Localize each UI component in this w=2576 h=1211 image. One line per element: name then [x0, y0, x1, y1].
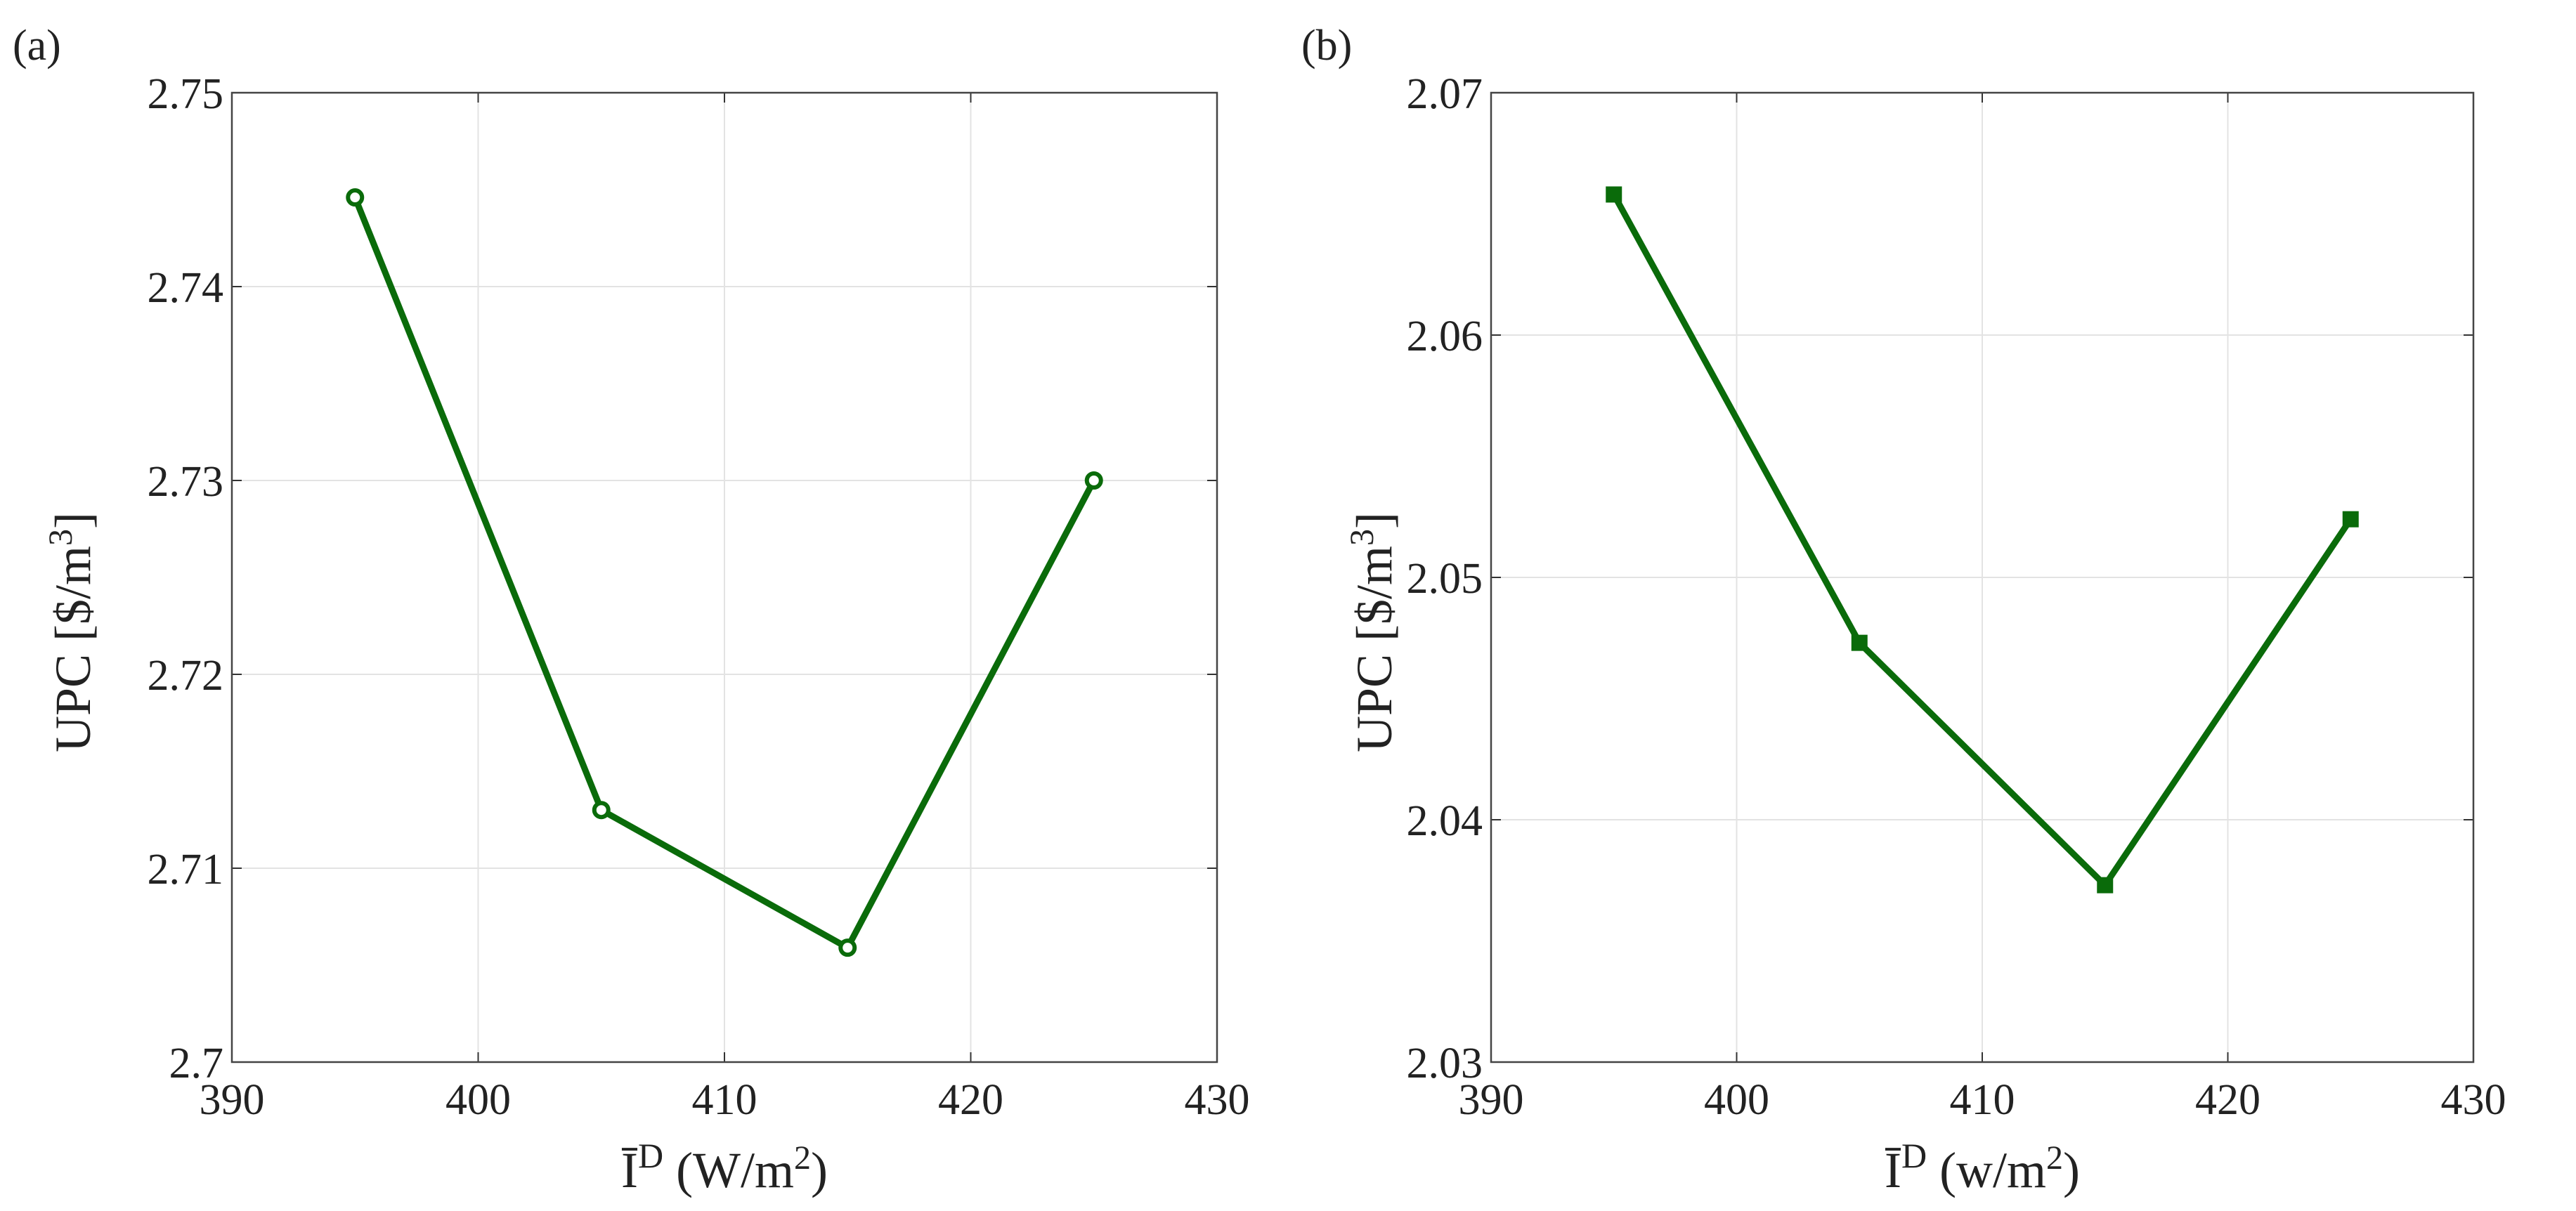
chart-panel-a: 390 400 410 420 430 2.7 2.71 2.72 2.73 2.74 2.75 (a… — [13, 22, 1250, 1198]
x-axis-label-sup: D — [638, 1136, 663, 1175]
x-axis-label-unit-sup: 2 — [794, 1139, 811, 1177]
x-tick-label: 400 — [1704, 1076, 1769, 1124]
x-axis-label-symbol: Ī — [621, 1142, 638, 1198]
axes-box — [230, 91, 1218, 1063]
y-axis-label-text: UPC [$/m — [45, 546, 101, 752]
axes-box — [1490, 91, 2475, 1063]
x-tick-label: 420 — [938, 1076, 1003, 1124]
y-tick-label: 2.07 — [1407, 70, 1483, 118]
data-point — [1084, 471, 1103, 490]
y-tick-label: 2.04 — [1407, 797, 1483, 845]
x-axis-label-unit-sup: 2 — [2046, 1139, 2063, 1177]
y-tick-label: 2.71 — [148, 846, 224, 893]
series-line — [1611, 191, 2354, 889]
x-axis-label-unit: (W/m — [663, 1142, 794, 1198]
panel-label: (a) — [13, 22, 61, 70]
x-axis-label-unit-close: ) — [811, 1142, 828, 1198]
data-point — [1851, 634, 1868, 651]
y-tick-label: 2.05 — [1407, 555, 1483, 603]
x-axis-label-unit: (w/m — [1927, 1142, 2046, 1198]
x-axis-label-unit-close: ) — [2063, 1142, 2080, 1198]
data-point — [2342, 511, 2359, 528]
data-point — [2097, 877, 2114, 893]
y-axis-label-close: ] — [1346, 512, 1403, 529]
y-tick-label: 2.06 — [1407, 313, 1483, 360]
x-tick-label: 430 — [1185, 1076, 1250, 1124]
series-line — [351, 194, 1098, 951]
x-axis-label-symbol: Ī — [1885, 1142, 1901, 1198]
data-point — [346, 188, 365, 207]
x-axis-label: ĪD (W/m2) — [621, 1136, 828, 1198]
x-axis-label-sup: D — [1901, 1136, 1927, 1175]
y-axis-label-text: UPC [$/m — [1346, 546, 1403, 752]
x-tick-label: 430 — [2441, 1076, 2506, 1124]
y-tick-label: 2.7 — [169, 1040, 224, 1087]
x-tick-label: 400 — [445, 1076, 511, 1124]
y-tick-label: 2.73 — [148, 458, 224, 506]
y-tick-label: 2.75 — [148, 70, 224, 118]
data-point — [592, 801, 611, 820]
y-axis-label: UPC [$/m3] — [42, 512, 102, 752]
data-point — [838, 938, 857, 957]
y-axis-label-close: ] — [45, 512, 101, 529]
x-tick-label: 390 — [200, 1076, 265, 1124]
y-axis-label: UPC [$/m3] — [1344, 512, 1403, 752]
data-point — [1606, 186, 1622, 203]
x-tick-label: 390 — [1459, 1076, 1524, 1124]
x-tick-label: 420 — [2195, 1076, 2260, 1124]
x-tick-label: 410 — [692, 1076, 757, 1124]
y-tick-label: 2.72 — [148, 652, 224, 700]
y-axis-label-sup: 3 — [1344, 529, 1381, 546]
chart-panel-b: 390 400 410 420 430 2.03 2.04 2.05 2.06 2.07 (b) UP… — [1301, 22, 2506, 1198]
panel-label: (b) — [1301, 22, 1352, 70]
x-tick-label: 410 — [1950, 1076, 2015, 1124]
y-axis-label-sup: 3 — [42, 529, 79, 546]
y-tick-label: 2.74 — [148, 264, 224, 312]
x-axis-label: ĪD (w/m2) — [1885, 1136, 2080, 1198]
y-tick-label: 2.03 — [1407, 1040, 1483, 1087]
